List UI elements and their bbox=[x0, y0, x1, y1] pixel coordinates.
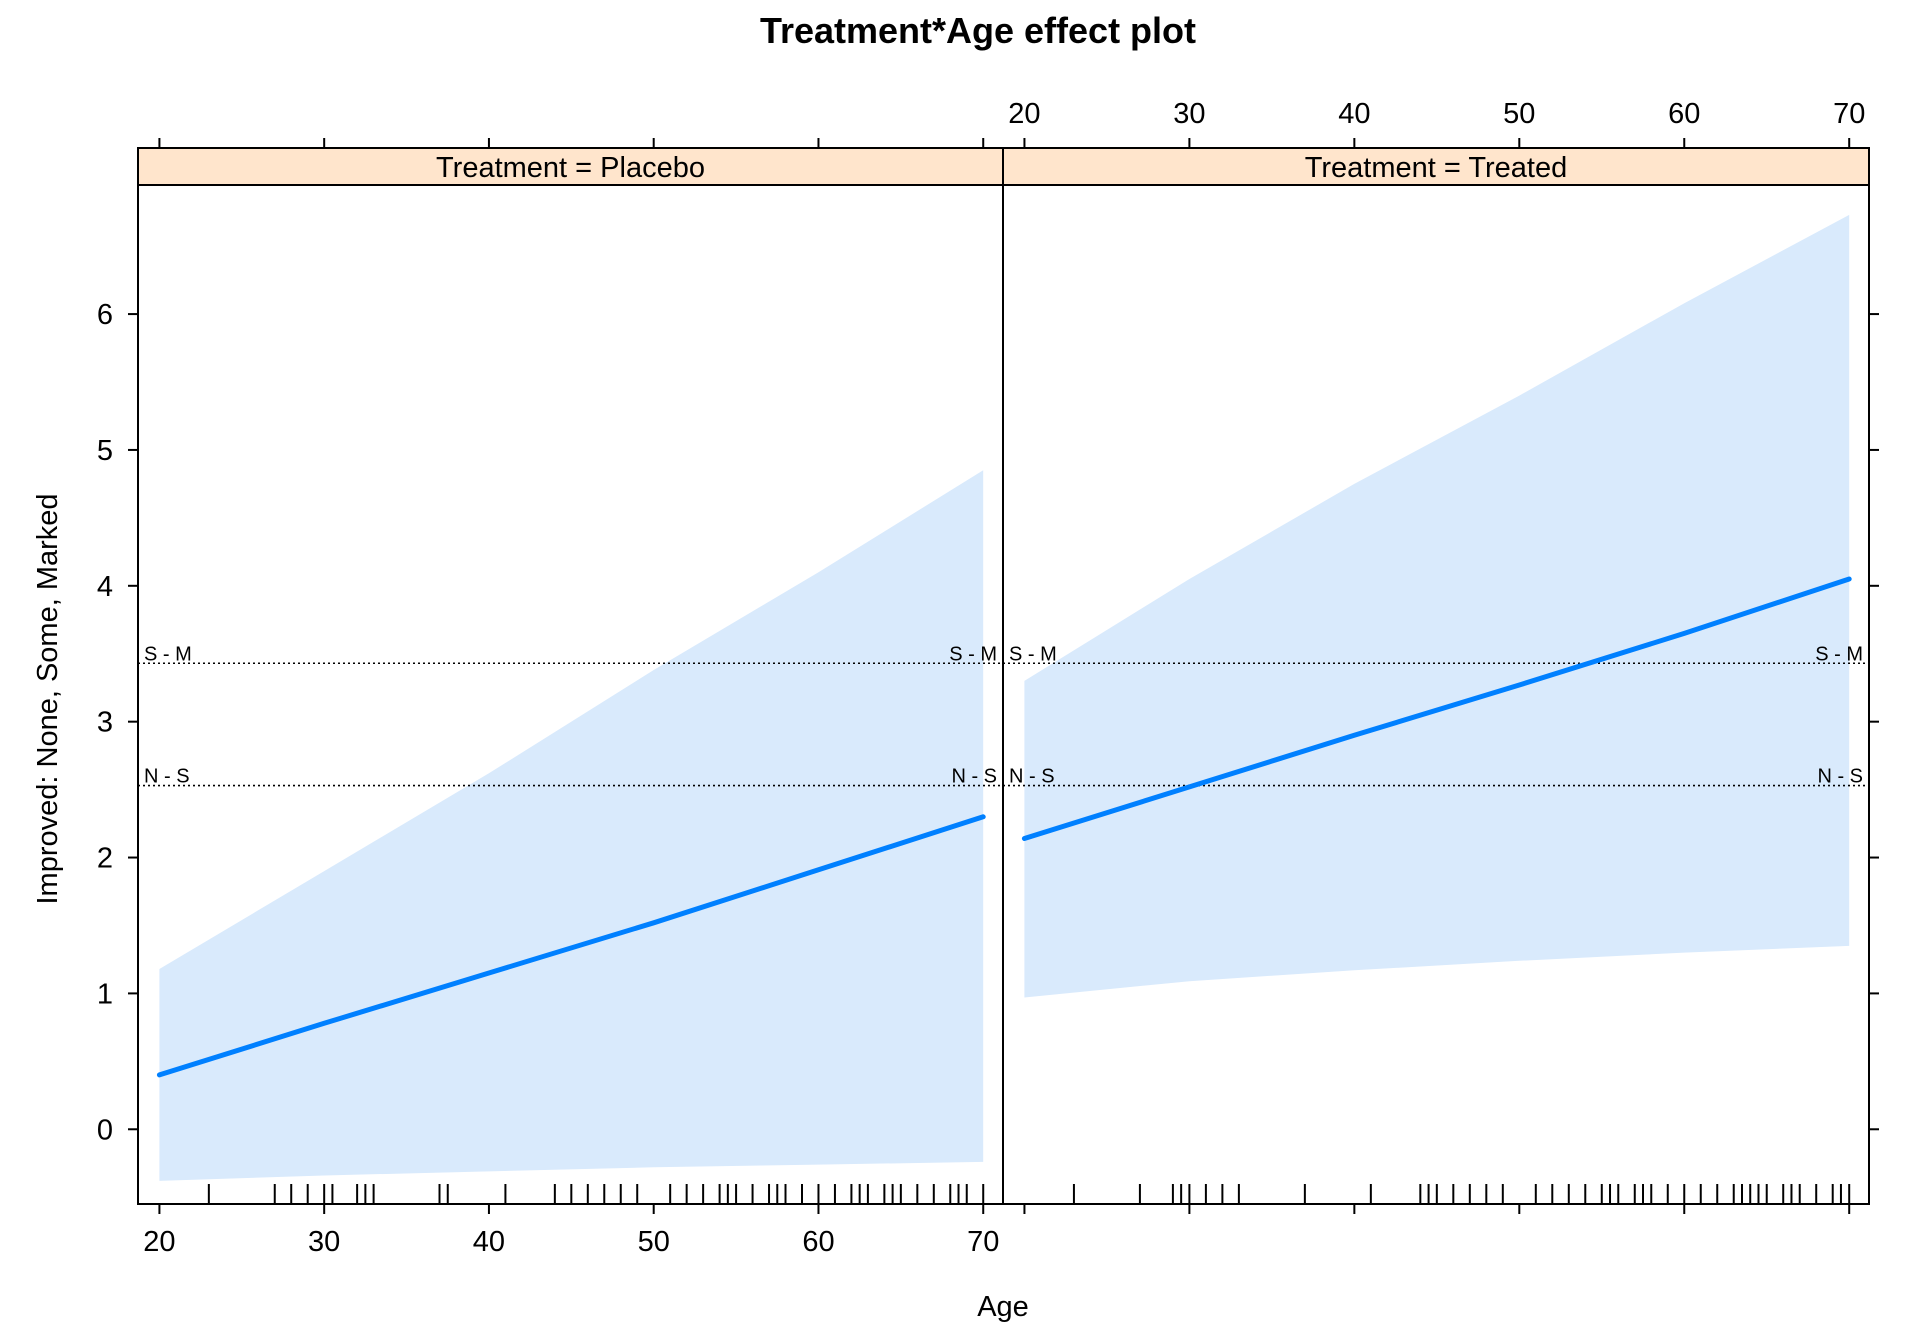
strip-label: Treatment = Placebo bbox=[436, 152, 705, 184]
y-tick-label: 0 bbox=[97, 1114, 113, 1146]
x-tick-label: 20 bbox=[1008, 98, 1040, 130]
x-tick-label: 40 bbox=[1338, 98, 1370, 130]
x-tick-label: 20 bbox=[143, 1226, 175, 1258]
x-axis: 20 30 40 50 60 70 20 30 40 50 60 70 bbox=[143, 98, 1865, 1258]
threshold-label: S - M bbox=[144, 643, 192, 665]
threshold-label: S - M bbox=[1815, 643, 1863, 665]
threshold-label: S - M bbox=[1009, 643, 1057, 665]
confidence-band bbox=[159, 470, 984, 1181]
y-tick-label: 5 bbox=[97, 435, 113, 467]
y-axis: 0 1 2 3 4 5 6 bbox=[97, 299, 1879, 1146]
confidence-band bbox=[1024, 214, 1850, 998]
strip bbox=[137, 147, 1004, 186]
x-tick-label: 60 bbox=[1668, 98, 1700, 130]
x-tick-label: 40 bbox=[473, 1226, 505, 1258]
chart-title: Treatment*Age effect plot bbox=[760, 10, 1196, 51]
y-tick-label: 6 bbox=[97, 299, 113, 331]
y-tick-label: 4 bbox=[97, 571, 113, 603]
threshold-label: N - S bbox=[1817, 766, 1863, 788]
threshold-label: N - S bbox=[144, 766, 190, 788]
y-axis-label: Improved: None, Some, Marked bbox=[32, 493, 64, 904]
panel-frame bbox=[1002, 184, 1870, 1205]
strip-label: Treatment = Treated bbox=[1305, 152, 1567, 184]
panel-1: S - M S - M N - S N - S Treatment = Placebo bbox=[137, 147, 1004, 1205]
strip bbox=[1002, 147, 1870, 186]
x-tick-label: 70 bbox=[967, 1226, 999, 1258]
fit-line bbox=[1021, 576, 1852, 841]
y-tick-label: 3 bbox=[97, 707, 113, 739]
x-tick-label: 60 bbox=[802, 1226, 834, 1258]
x-tick-label: 50 bbox=[638, 1226, 670, 1258]
threshold-label: N - S bbox=[1009, 766, 1055, 788]
y-tick-label: 2 bbox=[97, 843, 113, 875]
x-tick-label: 30 bbox=[1173, 98, 1205, 130]
threshold-label: N - S bbox=[951, 766, 997, 788]
x-axis-label: Age bbox=[977, 1291, 1029, 1323]
fit-line bbox=[156, 814, 986, 1078]
panel-2: S - M S - M N - S N - S Treatment = Treated bbox=[1002, 147, 1870, 1205]
threshold-label: S - M bbox=[949, 643, 997, 665]
x-tick-label: 70 bbox=[1833, 98, 1865, 130]
x-tick-label: 50 bbox=[1503, 98, 1535, 130]
y-tick-label: 1 bbox=[97, 978, 113, 1010]
x-tick-label: 30 bbox=[308, 1226, 340, 1258]
